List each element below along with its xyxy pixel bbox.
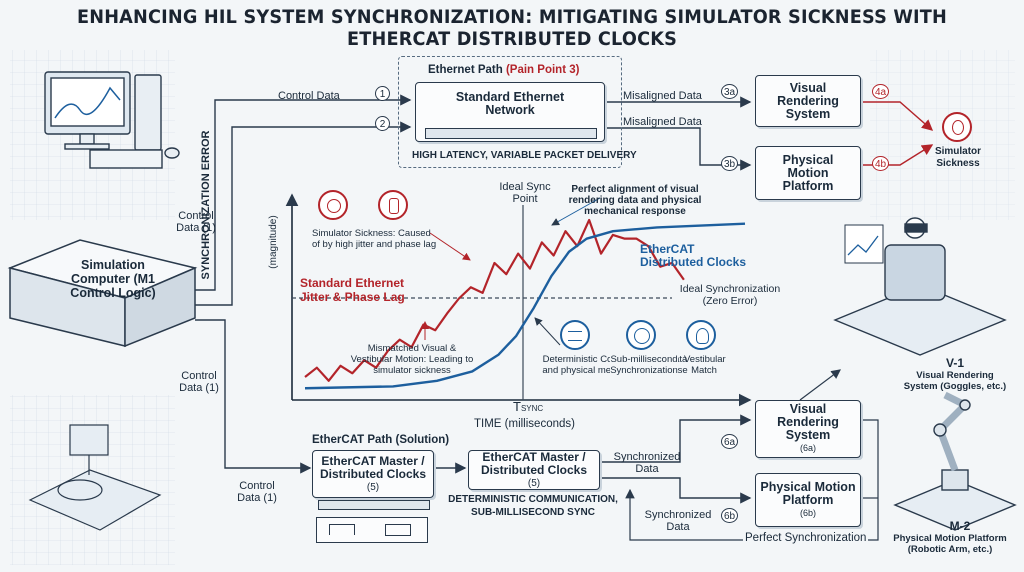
chart-x-label: TIME (milliseconds) [474,418,575,430]
clock-icon [626,320,656,350]
pain-point-label: (Pain Point 3) [505,64,580,76]
step-badge-2: 2 [375,116,390,131]
ethercat-master-box-2: EtherCAT Master / Distributed Clocks (5) [468,450,600,490]
ethercat-path-title: EtherCAT Path (Solution) [312,434,450,446]
visual-rendering-label-top: Visual Rendering System [777,80,839,121]
chart-y-label: SYNCHRONIZATION ERROR [200,110,212,300]
ethernet-path-frame [398,56,622,168]
tsync-label: TSYNC [513,399,544,415]
vestibular-head-icon [686,320,716,350]
motion-platform-num-bottom: (6b) [799,507,816,518]
misaligned-data-2: Misaligned Data [623,116,702,128]
page-title: ENHANCING HIL SYSTEM SYNCHRONIZATION: MI… [76,6,948,50]
cad-illustration [28,424,162,531]
vestibular-note: Vestibular Match [684,354,726,376]
synchronized-data-2: Synchronized Data [644,509,712,533]
sim-computer-illustration [7,239,198,348]
ethernet-path-title: Ethernet Path (Pain Point 3) [428,64,579,76]
step-badge-3a: 3a [721,84,738,99]
v1-title: V-1 [945,356,964,370]
perfect-sync-label: Perfect Synchronization [743,532,869,544]
ethernet-series-label: Standard Ethernet Jitter & Phase Lag [300,276,405,304]
ideal-sync-label: Ideal Synchronization (Zero Error) [679,283,781,307]
step-badge-6b: 6b [721,508,738,523]
visual-rendering-num-bottom: (6a) [799,443,816,453]
motion-platform-label-bottom: Physical Motion Platform [760,479,856,507]
ethercat-master-label-2: EtherCAT Master / Distributed Clocks [480,449,588,477]
step-badge-4a: 4a [872,84,889,99]
motion-platform-box-bottom: Physical Motion Platform (6b) [755,473,861,527]
tsync-letter: T [513,399,521,414]
ideal-sync-point-label: Ideal Sync Point [499,181,551,205]
m2-title: M-2 [949,519,971,533]
ethercat-series-label: EtherCAT Distributed Clocks [640,242,747,269]
control-data-label-top: Control Data [278,90,340,102]
sick-face-icon [942,112,972,142]
ethercat-caption-1: DETERMINISTIC COMMUNICATION, [448,494,618,505]
step-badge-1: 1 [375,86,390,101]
visual-rendering-box-bottom: Visual Rendering System (6a) [755,400,861,458]
submillisecond-note: Sub-millisecond Synchronization [610,354,678,376]
ethercat-caption-2: SUB-MILLISECOND SYNC [471,507,595,518]
ethernet-path-name: Ethernet Path [428,64,503,76]
series-line-1 [304,222,746,390]
ethercat-master-num-2: (5) [527,477,541,489]
standard-ethernet-label: Standard Ethernet Network [455,90,565,117]
vr-platform-illustration [833,217,1007,356]
motion-platform-label-top: Physical Motion Platform [782,152,834,193]
mismatch-note: Mismatched Visual & Vestibular Motion: L… [350,343,474,376]
workstation-illustration [44,71,180,169]
ethercat-master-num-1: (5) [366,481,380,493]
m2-desc: Physical Motion Platform (Robotic Arm, e… [893,533,1007,555]
synchronized-data-1: Synchronized Data [613,451,681,475]
tsync-subscript: SYNC [520,404,544,413]
visual-rendering-box-top: Visual Rendering System [755,75,861,127]
v1-desc: Visual Rendering System (Goggles, etc.) [903,370,1007,392]
ethernet-port-strip [425,128,597,139]
ethercat-port-strip [318,500,430,510]
step-badge-3b: 3b [721,156,738,171]
chart-y-unit: (magnitude) [268,215,279,269]
simulator-sickness-label: Simulator Sickness [934,146,982,169]
sickness-note: Simulator Sickness: Caused of by high ji… [312,228,437,250]
control-data-label-mid: Control Data (1) [176,210,216,234]
series-line-0 [304,218,685,382]
sim-computer-label: Simulation Computer (M1 Control Logic) [70,258,156,300]
robot-arm-illustration [893,391,1017,531]
chart-y-label-text: SYNCHRONIZATION ERROR [200,130,212,280]
step-badge-4b: 4b [872,156,889,171]
ethercat-master-label-1: EtherCAT Master / Distributed Clocks [319,453,427,481]
dizzy-person-icon [378,190,408,220]
step-badge-6a: 6a [721,434,738,449]
timing-diagram-icon [316,517,428,543]
perfect-alignment-note: Perfect alignment of visual rendering da… [568,184,702,217]
ethernet-caption: HIGH LATENCY, VARIABLE PACKET DELIVERY [412,150,637,161]
ethercat-master-box-1: EtherCAT Master / Distributed Clocks (5) [312,450,434,498]
visual-rendering-label-bottom: Visual Rendering System [777,402,839,442]
brain-icon [318,190,348,220]
control-data-label-lower: Control Data (1) [179,370,219,394]
motion-platform-box-top: Physical Motion Platform [755,146,861,200]
misaligned-data-1: Misaligned Data [623,90,702,102]
control-data-label-bottom: Control Data (1) [237,480,277,504]
sync-arrows-icon [560,320,590,350]
